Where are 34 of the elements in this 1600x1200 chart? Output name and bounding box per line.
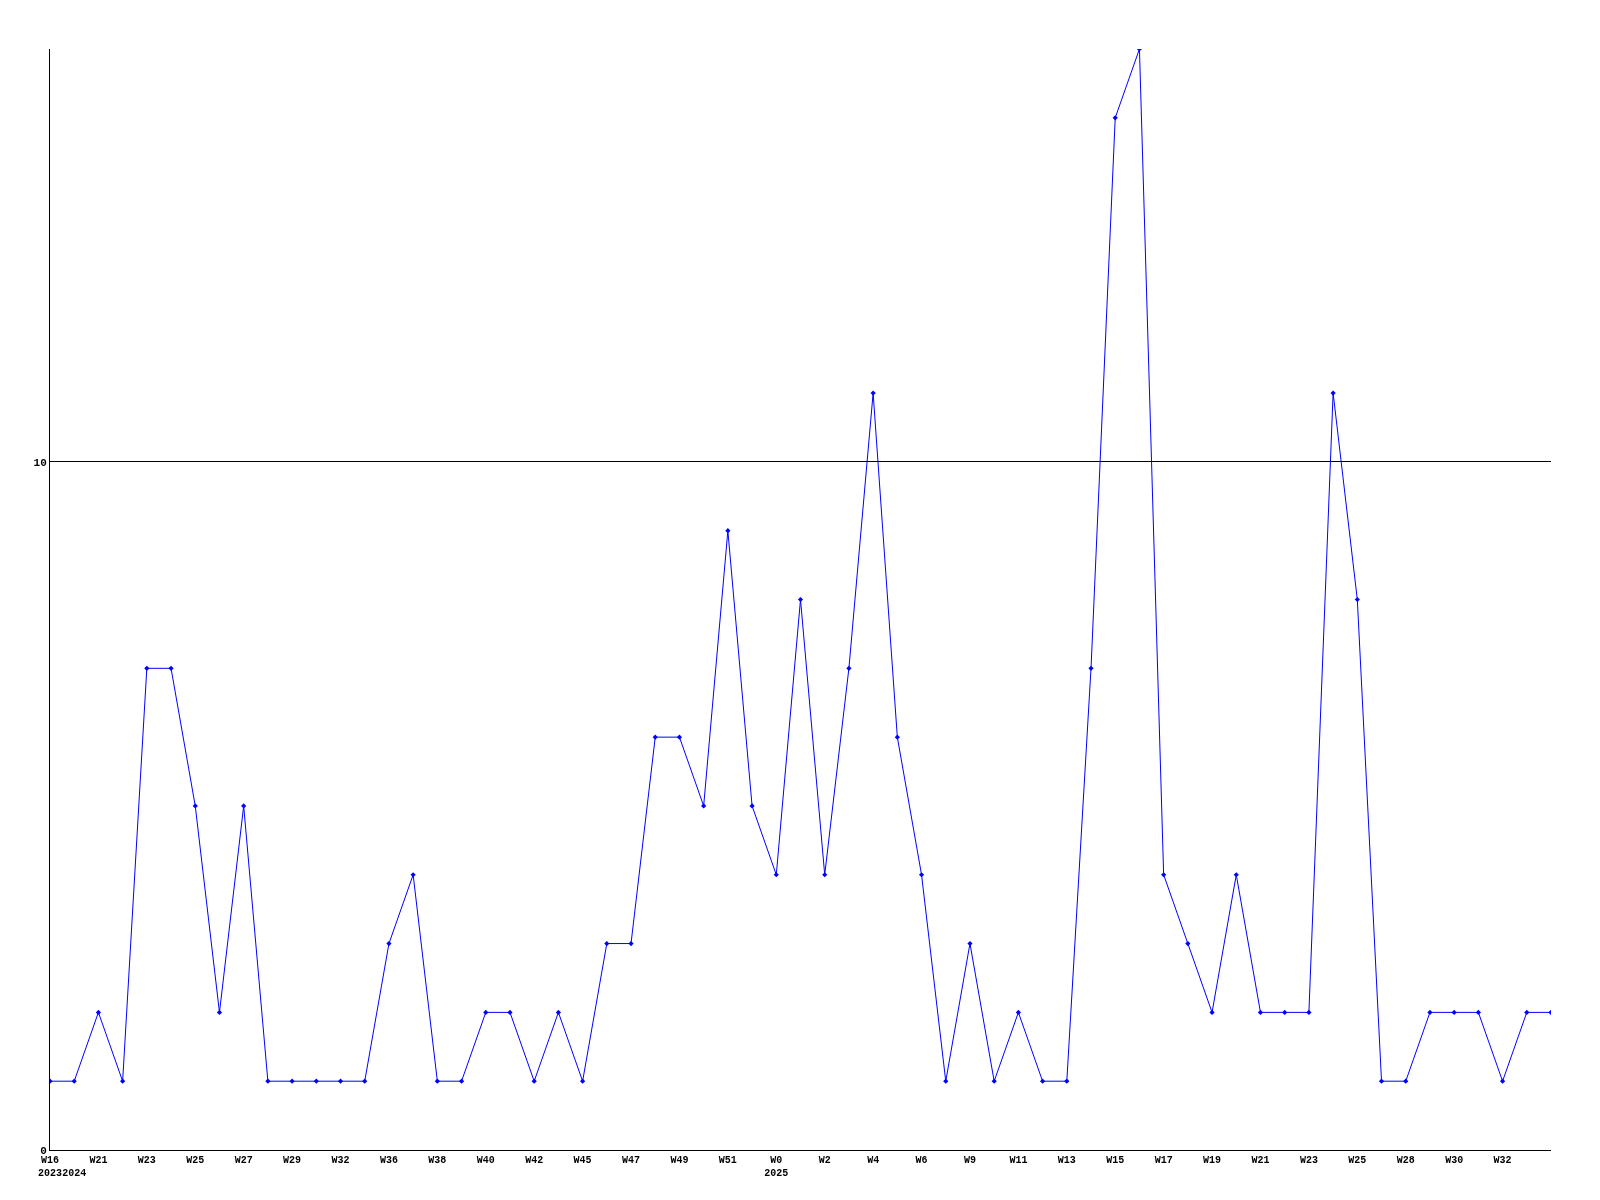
- x-tick-label: W4: [867, 1155, 880, 1166]
- x-tick-label: W13: [1057, 1155, 1076, 1166]
- x-tick-label: W6: [915, 1155, 928, 1166]
- x-tick-label: W32: [1493, 1155, 1512, 1166]
- x-tick-label: W16 2023: [37, 1155, 63, 1179]
- x-tick-label: W47: [622, 1155, 641, 1166]
- x-tick-label: W51: [718, 1155, 737, 1166]
- x-tick-label: W25: [1348, 1155, 1367, 1166]
- y-tick-label: 10: [33, 456, 47, 469]
- x-tick-label: W36: [379, 1155, 398, 1166]
- x-tick-label: W45: [573, 1155, 592, 1166]
- x-tick-label: W23: [137, 1155, 156, 1166]
- x-tick-label: W30: [1445, 1155, 1464, 1166]
- x-tick-label: W38: [428, 1155, 447, 1166]
- x-tick-label: W23: [1299, 1155, 1318, 1166]
- y-tick-label: 0: [40, 1144, 47, 1157]
- x-tick-label: W27: [234, 1155, 253, 1166]
- x-tick-label: W49: [670, 1155, 689, 1166]
- x-tick-label: W25: [186, 1155, 205, 1166]
- x-tick-label: W17: [1154, 1155, 1173, 1166]
- x-tick-label: W19: [1203, 1155, 1222, 1166]
- x-tick-label: W42: [525, 1155, 544, 1166]
- x-tick-label: W15: [1106, 1155, 1125, 1166]
- x-tick-label: W9: [963, 1155, 976, 1166]
- x-tick-label: W40: [476, 1155, 495, 1166]
- x-tick-label: 2024: [62, 1168, 87, 1179]
- x-tick-label: W29: [283, 1155, 302, 1166]
- x-tick-label: W0 2025: [764, 1155, 789, 1179]
- x-tick-label: W32: [331, 1155, 350, 1166]
- x-tick-label: W2: [818, 1155, 831, 1166]
- x-tick-label: W21: [1251, 1155, 1270, 1166]
- x-tick-label: W28: [1396, 1155, 1415, 1166]
- x-tick-label: W21: [89, 1155, 108, 1166]
- x-tick-label: W11: [1009, 1155, 1028, 1166]
